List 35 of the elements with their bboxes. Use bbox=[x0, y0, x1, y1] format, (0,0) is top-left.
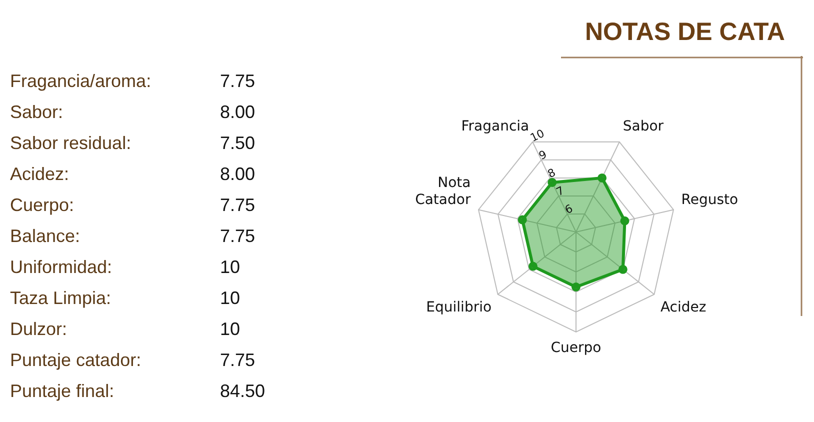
text: Dulzor: bbox=[10, 318, 68, 341]
text: 8.00 bbox=[220, 163, 256, 186]
y-tick-label: 6 bbox=[562, 202, 575, 217]
spoke-label: Acidez bbox=[660, 299, 706, 316]
chart-title: NOTAS DE CATA bbox=[584, 18, 786, 47]
spoke-label: Fragancia bbox=[461, 118, 530, 135]
y-tick-label: 10 bbox=[528, 126, 547, 145]
text: Puntaje final: bbox=[10, 380, 114, 403]
text: 10 bbox=[220, 318, 240, 341]
y-tick-label: 8 bbox=[546, 166, 558, 181]
text: Acidez: bbox=[10, 163, 70, 186]
y-tick-label: 9 bbox=[536, 148, 549, 163]
text: 7.50 bbox=[220, 132, 256, 155]
spoke-label: Sabor bbox=[622, 118, 664, 135]
text: Puntaje catador: bbox=[10, 349, 142, 372]
text: 7.75 bbox=[220, 225, 256, 248]
spoke-label: Cuerpo bbox=[550, 340, 602, 356]
text: Fragancia/aroma: bbox=[10, 70, 152, 93]
spoke-label: Equilibrio bbox=[426, 299, 492, 316]
text: Taza Limpia: bbox=[10, 287, 112, 310]
text: 7.75 bbox=[220, 70, 256, 93]
text: Balance: bbox=[10, 225, 80, 248]
text: 10 bbox=[220, 256, 240, 279]
spoke-label: Regusto bbox=[681, 192, 738, 208]
spoke-label: Nota Catador bbox=[415, 174, 471, 208]
y-tick-label: 7 bbox=[554, 184, 566, 199]
text: 84.50 bbox=[220, 380, 266, 403]
text: Sabor: bbox=[10, 101, 64, 124]
text: Uniformidad: bbox=[10, 256, 112, 279]
text: 7.75 bbox=[220, 349, 256, 372]
text: Cuerpo: bbox=[10, 194, 74, 217]
text: 8.00 bbox=[220, 101, 256, 124]
text: 7.75 bbox=[220, 194, 256, 217]
text: 10 bbox=[220, 287, 240, 310]
text: Sabor residual: bbox=[10, 132, 132, 155]
